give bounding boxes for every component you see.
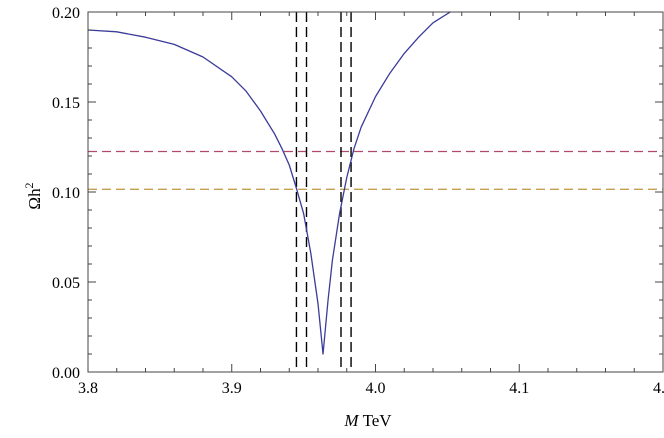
x-axis-title: M TeV — [343, 411, 392, 430]
y-tick-label: 0.15 — [52, 95, 80, 112]
x-tick-label: 4.0 — [366, 380, 386, 397]
y-tick-label: 0.10 — [52, 185, 80, 202]
x-tick-label: 4.1 — [509, 380, 529, 397]
plot-marks — [88, 12, 663, 372]
y-tick-label: 0.00 — [52, 365, 80, 382]
y-axis-title: Ωh2 — [22, 182, 44, 209]
plot-area — [88, 12, 663, 372]
y-tick-label: 0.05 — [52, 275, 80, 292]
plot-axes: 3.8 3.9 4.0 4.1 4.2 0.00 0.05 0.10 0.15 0.20 — [52, 5, 664, 397]
plot-frame — [87, 11, 664, 373]
y-tick-label: 0.20 — [52, 5, 80, 22]
x-tick-label: 3.8 — [78, 380, 98, 397]
series-line-0 — [88, 12, 451, 355]
x-tick-label: 4.2 — [653, 380, 664, 397]
x-tick-label: 3.9 — [222, 380, 242, 397]
